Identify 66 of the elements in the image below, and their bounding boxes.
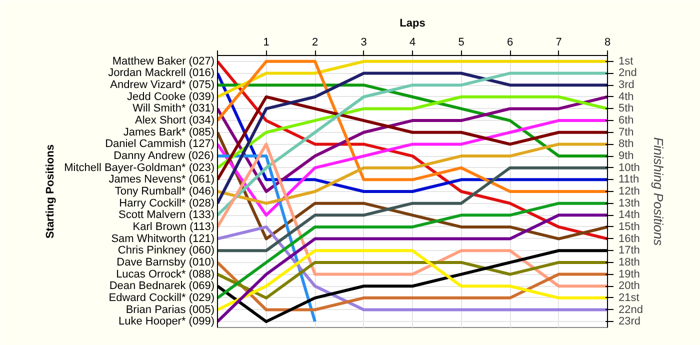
series-label: Luke Hooper* (099): [118, 316, 215, 328]
y-tick-label: 4th: [618, 90, 634, 103]
series-label: Harry Cockill* (028): [119, 197, 215, 210]
series-label: Daniel Cammish (127): [105, 138, 215, 150]
series-label: Will Smith* (031): [132, 102, 214, 115]
series-label: Matthew Baker (027): [112, 55, 215, 68]
y-axis-title: Finishing Positions: [650, 137, 666, 246]
series-label: James Bark* (085): [123, 126, 215, 138]
y-tick-label: 21st: [618, 292, 640, 304]
y-tick-label: 16th: [618, 232, 640, 245]
y-tick-label: 8th: [618, 138, 634, 150]
y-tick-label: 1st: [618, 55, 634, 68]
series-label: Jedd Cooke (039): [127, 90, 215, 103]
x-axis-title: Laps: [400, 18, 426, 30]
y-tick-label: 5th: [618, 102, 634, 115]
line-series: [218, 249, 608, 312]
series-label: Edward Cockill* (029): [108, 292, 215, 304]
x-tick-label: 1: [263, 36, 270, 48]
y-tick-label: 18th: [618, 256, 640, 268]
line-series: [218, 214, 608, 324]
series-label: Tony Rumball* (046): [114, 186, 214, 198]
series-label: Dave Barnsby (010): [116, 256, 215, 268]
y-tick-label: 11th: [618, 174, 640, 186]
y-tick-label: 10th: [618, 162, 640, 174]
y-tick-label: 14th: [618, 209, 640, 222]
y-tick-label: 9th: [618, 150, 634, 162]
line-series: [218, 142, 608, 205]
series-label: Alex Short (034): [135, 114, 215, 127]
x-tick-label: 2: [312, 36, 318, 48]
series-label: Sam Whitworth (121): [111, 232, 215, 245]
line-series: [218, 260, 608, 312]
line-series: [218, 202, 608, 300]
series-label: Danny Andrew (026): [114, 150, 214, 162]
line-series: [218, 119, 608, 217]
text: Starting Positions: [44, 144, 56, 239]
y-tick-label: 15th: [618, 220, 640, 233]
y-tick-label: 12th: [618, 186, 640, 198]
series-label: Scott Malvern (133): [118, 209, 215, 222]
x-tick-label: 8: [604, 36, 611, 48]
x-tick-label: 7: [556, 36, 562, 48]
series-label: Brian Parias (005): [126, 304, 215, 316]
series-label: Chris Pinkney (060): [118, 244, 214, 257]
line-series: [218, 225, 608, 312]
series-label: Karl Brown (113): [132, 220, 215, 233]
series-label: James Nevens* (061): [108, 174, 215, 186]
x-tick-label: 3: [360, 36, 367, 48]
y-tick-label: 13th: [618, 197, 640, 210]
series-label: Andrew Vizard* (075): [110, 79, 215, 92]
series-label: Dean Bednarek (069): [109, 280, 215, 292]
y-tick-label: 2nd: [618, 67, 637, 80]
y-tick-label: 3rd: [618, 79, 634, 92]
x-tick-label: 6: [506, 36, 514, 48]
y-tick-label: 20th: [618, 280, 640, 292]
line-series: [218, 166, 608, 252]
y-tick-label: 17th: [618, 244, 640, 257]
series-label: Lucas Orrock* (088): [116, 268, 215, 280]
y-tick-label: 7th: [618, 126, 634, 138]
y-tick-label: 22nd: [618, 304, 643, 316]
x-tick-label: 4: [409, 36, 416, 48]
x-tick-label: 5: [458, 36, 464, 48]
series-label: Mitchell Bayer-Goldman* (023): [64, 162, 214, 174]
y-tick-label: 6th: [618, 114, 634, 127]
series-label: Jordan Mackrell (016): [108, 67, 214, 80]
y-tick-label: 19th: [618, 268, 640, 280]
line-series: [218, 142, 608, 288]
y-tick-label: 23rd: [618, 316, 641, 328]
